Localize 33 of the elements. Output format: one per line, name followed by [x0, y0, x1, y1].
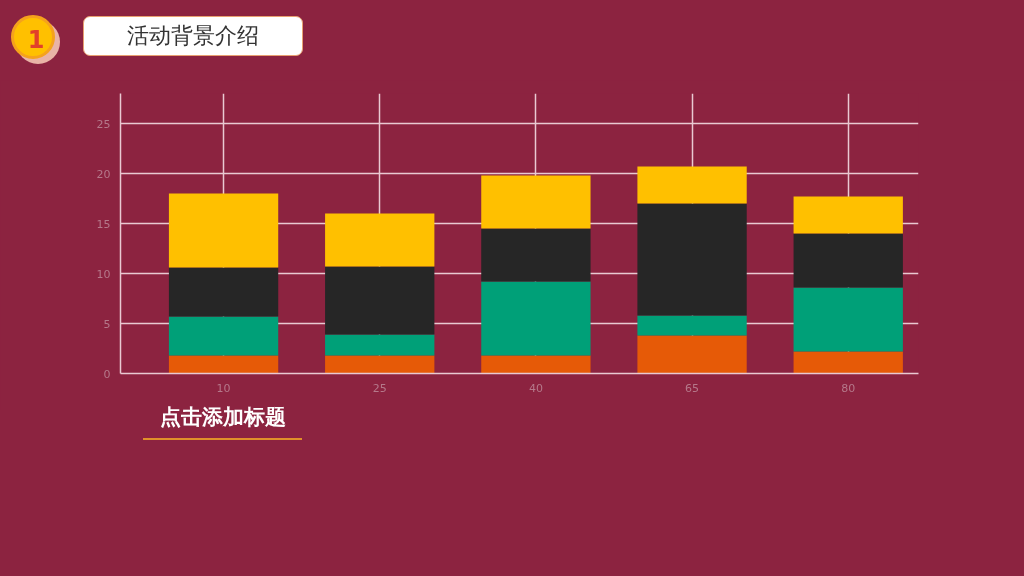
chart-title: 活动背景介绍 — [83, 16, 303, 56]
bar — [793, 351, 903, 374]
y-tick-label: 10 — [96, 267, 111, 281]
bar — [325, 334, 435, 356]
text: 点击添加标题 — [143, 404, 302, 440]
bar — [325, 355, 435, 374]
y-tick-label: 20 — [96, 167, 111, 181]
bar — [481, 175, 591, 229]
y-tick-label: 15 — [96, 217, 111, 231]
y-tick-label: 5 — [103, 317, 111, 331]
y-tick-label: 0 — [103, 367, 111, 381]
x-tick-label: 80 — [841, 381, 856, 395]
bar — [793, 287, 903, 352]
bar — [793, 196, 903, 234]
bar — [637, 166, 747, 204]
bar — [481, 281, 591, 356]
x-tick-label: 10 — [216, 381, 231, 395]
bar — [793, 233, 903, 288]
bar — [168, 355, 279, 374]
bar — [637, 315, 747, 336]
bar — [325, 266, 435, 335]
bar — [637, 335, 747, 374]
x-tick-label: 40 — [528, 381, 543, 395]
bar — [168, 193, 279, 268]
y-tick-label: 25 — [96, 117, 111, 131]
bar — [637, 203, 747, 316]
x-tick-label: 25 — [372, 381, 387, 395]
bar — [168, 267, 279, 317]
x-tick-label: 65 — [685, 381, 700, 395]
bar — [481, 355, 591, 374]
bar — [481, 228, 591, 282]
bar — [325, 213, 435, 267]
bar — [168, 316, 279, 356]
